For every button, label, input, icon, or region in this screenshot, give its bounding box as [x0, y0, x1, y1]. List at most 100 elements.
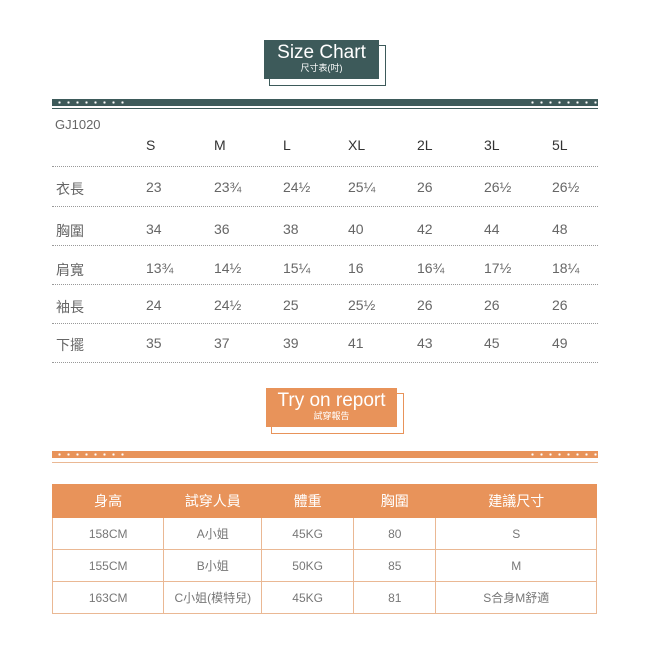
- measurement-row: 肩寬 13¾ 14½ 15¼ 16 16¾ 17½ 18¼: [52, 260, 598, 280]
- table-cell: M: [435, 549, 597, 582]
- table-cell: A小姐: [163, 517, 263, 550]
- dotted-divider: [52, 245, 598, 246]
- column-header: 試穿人員: [163, 484, 263, 518]
- measurement-value: 40: [348, 221, 364, 237]
- measurement-label: 衣長: [56, 181, 84, 197]
- measurement-value: 26: [484, 297, 500, 313]
- dotted-divider: [52, 323, 598, 324]
- measurement-value: 14½: [214, 260, 242, 276]
- measurement-value: 26: [417, 179, 433, 195]
- column-header: 身高: [51, 484, 165, 518]
- size-header: 3L: [484, 137, 500, 153]
- measurement-value: 42: [417, 221, 433, 237]
- table-cell: B小姐: [163, 549, 263, 582]
- measurement-value: 34: [146, 221, 162, 237]
- measurement-value: 13¾: [146, 260, 174, 276]
- measurement-value: 15¼: [283, 260, 311, 276]
- try-on-subtitle: 試穿報告: [313, 411, 350, 421]
- table-cell: 45KG: [261, 517, 355, 550]
- divider-line: [52, 462, 598, 463]
- try-on-table: 身高 試穿人員 體重 胸圍 建議尺寸 158CM A小姐 45KG 80 S 155CM B小姐 50…: [51, 484, 597, 614]
- size-chart-title: Size Chart: [277, 42, 366, 63]
- measurement-value: 38: [283, 221, 299, 237]
- measurement-value: 18¼: [552, 260, 580, 276]
- size-header: 2L: [417, 137, 433, 153]
- table-cell: 80: [353, 517, 437, 550]
- table-row: 155CM B小姐 50KG 85 M: [51, 549, 597, 582]
- measurement-value: 24½: [283, 179, 311, 195]
- measurement-value: 26: [417, 297, 433, 313]
- measurement-value: 23¾: [214, 179, 242, 195]
- measurement-row: 衣長 23 23¾ 24½ 25¼ 26 26½ 26½: [52, 179, 598, 199]
- measurement-label: 下擺: [56, 337, 84, 353]
- try-on-divider-bar: [52, 451, 598, 458]
- measurement-value: 49: [552, 335, 568, 351]
- try-on-title: Try on report: [277, 390, 386, 411]
- column-header: 體重: [261, 484, 355, 518]
- measurement-value: 25: [283, 297, 299, 313]
- measurement-value: 36: [214, 221, 230, 237]
- measurement-value: 26½: [552, 179, 580, 195]
- dots-decoration: [528, 453, 598, 456]
- product-code: GJ1020: [55, 117, 101, 132]
- table-cell: 45KG: [261, 581, 355, 614]
- measurement-label: 肩寬: [56, 262, 84, 278]
- table-cell: S合身M舒適: [435, 581, 597, 614]
- measurement-value: 26½: [484, 179, 512, 195]
- size-chart-divider-bar: [52, 99, 598, 106]
- measurement-value: 25¼: [348, 179, 376, 195]
- table-cell: 81: [353, 581, 437, 614]
- table-cell: 163CM: [51, 581, 165, 614]
- measurement-value: 23: [146, 179, 162, 195]
- dotted-divider: [52, 362, 598, 363]
- measurement-value: 16: [348, 260, 364, 276]
- measurement-value: 24½: [214, 297, 242, 313]
- size-chart-subtitle: 尺寸表(吋): [300, 63, 343, 73]
- dots-decoration: [55, 453, 125, 456]
- table-cell: 85: [353, 549, 437, 582]
- dotted-divider: [52, 284, 598, 285]
- dots-decoration: [528, 101, 598, 104]
- measurement-value: 24: [146, 297, 162, 313]
- table-cell: 158CM: [51, 517, 165, 550]
- table-row: 163CM C小姐(模特兒) 45KG 81 S合身M舒適: [51, 581, 597, 614]
- divider-line: [52, 108, 598, 109]
- table-cell: 50KG: [261, 549, 355, 582]
- measurement-value: 48: [552, 221, 568, 237]
- size-header: XL: [348, 137, 366, 153]
- measurement-row: 袖長 24 24½ 25 25½ 26 26 26: [52, 297, 598, 317]
- dots-decoration: [55, 101, 125, 104]
- table-cell: S: [435, 517, 597, 550]
- column-header: 建議尺寸: [435, 484, 597, 518]
- measurement-value: 39: [283, 335, 299, 351]
- size-header: M: [214, 137, 226, 153]
- measurement-value: 16¾: [417, 260, 445, 276]
- table-cell: C小姐(模特兒): [163, 581, 263, 614]
- size-header-row: S M L XL 2L 3L 5L: [52, 137, 598, 157]
- size-chart-title-box: Size Chart 尺寸表(吋): [264, 40, 379, 79]
- measurement-row: 胸圍 34 36 38 40 42 44 48: [52, 221, 598, 241]
- measurement-label: 袖長: [56, 299, 84, 315]
- measurement-value: 26: [552, 297, 568, 313]
- size-header: S: [146, 137, 156, 153]
- table-cell: 155CM: [51, 549, 165, 582]
- measurement-value: 43: [417, 335, 433, 351]
- dotted-divider: [52, 206, 598, 207]
- measurement-value: 41: [348, 335, 364, 351]
- try-on-title-box: Try on report 試穿報告: [266, 388, 397, 427]
- size-header: L: [283, 137, 291, 153]
- size-header: 5L: [552, 137, 568, 153]
- measurement-value: 45: [484, 335, 500, 351]
- measurement-value: 17½: [484, 260, 512, 276]
- column-header: 胸圍: [353, 484, 437, 518]
- table-row: 158CM A小姐 45KG 80 S: [51, 517, 597, 550]
- measurement-row: 下擺 35 37 39 41 43 45 49: [52, 335, 598, 355]
- measurement-value: 35: [146, 335, 162, 351]
- try-on-header-row: 身高 試穿人員 體重 胸圍 建議尺寸: [51, 484, 597, 518]
- measurement-label: 胸圍: [56, 223, 84, 239]
- measurement-value: 37: [214, 335, 230, 351]
- dotted-divider: [52, 166, 598, 167]
- measurement-value: 25½: [348, 297, 376, 313]
- measurement-value: 44: [484, 221, 500, 237]
